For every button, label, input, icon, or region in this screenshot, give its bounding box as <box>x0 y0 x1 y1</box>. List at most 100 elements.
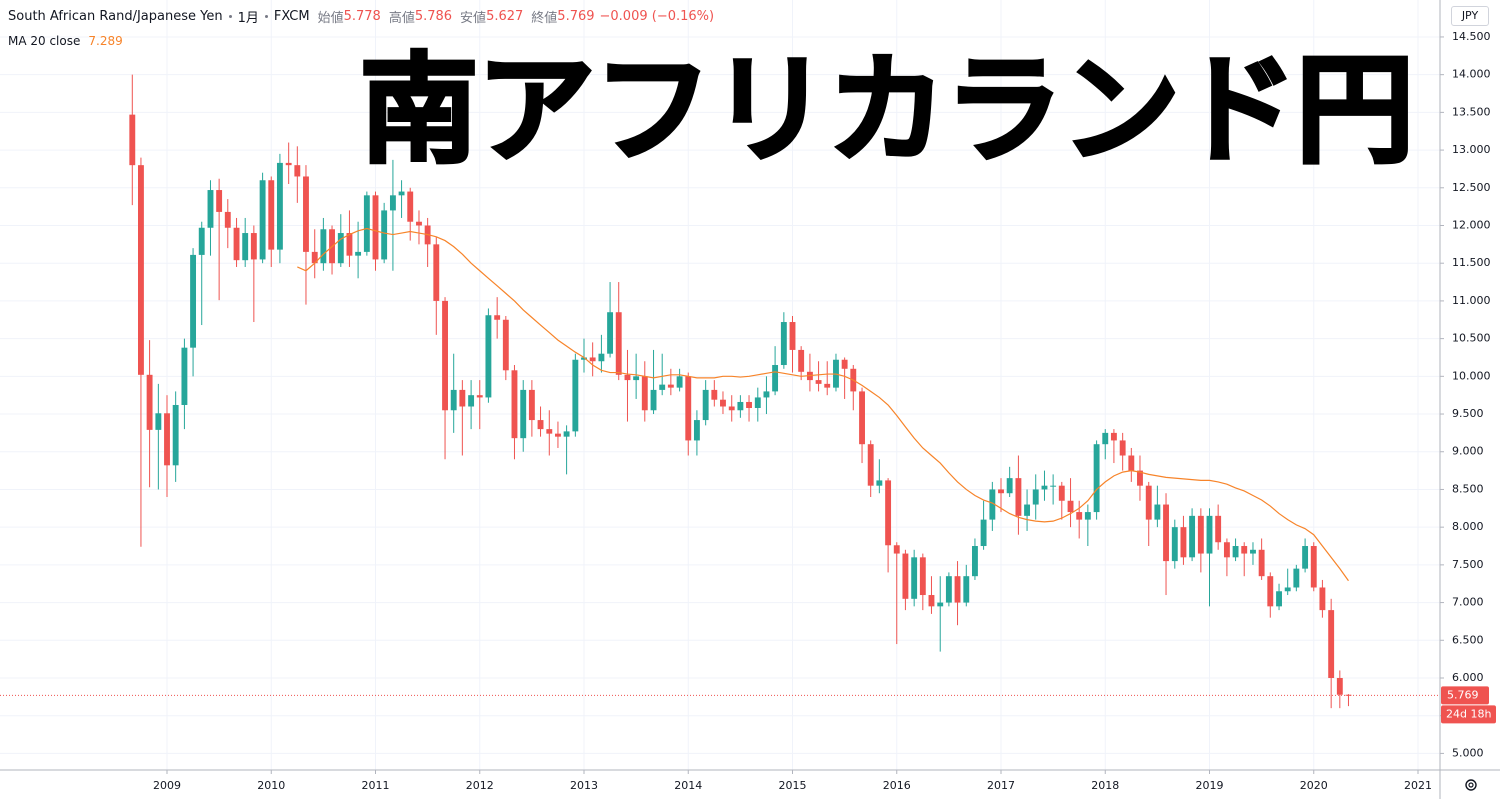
candle-body <box>972 546 978 577</box>
candle-body <box>728 406 735 411</box>
candle-body <box>398 191 405 196</box>
candle-body <box>363 195 370 252</box>
candle-body <box>581 357 587 360</box>
candle-body <box>754 397 761 409</box>
y-tick-label: 11.000 <box>1452 294 1491 307</box>
candle-body <box>416 221 422 226</box>
x-tick-label: 2015 <box>779 779 807 792</box>
overlay-title: 南アフリカランド円 <box>358 39 1416 181</box>
candle-body <box>589 357 596 362</box>
candle-body <box>259 180 266 260</box>
candle-body <box>1241 546 1248 554</box>
x-tick-label: 2010 <box>257 779 285 792</box>
candle-body <box>928 595 935 607</box>
candle-body <box>798 349 805 372</box>
gear-ring[interactable] <box>1465 779 1477 791</box>
candle-body <box>1180 527 1187 558</box>
x-tick-label: 2009 <box>153 779 181 792</box>
candle-body <box>320 229 327 264</box>
candle-body <box>1041 485 1048 490</box>
candle-body <box>1302 546 1309 569</box>
candle-body <box>1006 478 1013 494</box>
candle-body <box>511 370 518 439</box>
candle-body <box>216 190 223 212</box>
candle-body <box>659 384 666 390</box>
candle-body <box>1119 440 1126 456</box>
candle-body <box>528 389 535 421</box>
gear-hub[interactable] <box>1468 782 1474 788</box>
candle-body <box>520 389 527 439</box>
open-value: 5.778 <box>343 9 381 24</box>
y-tick-label: 14.500 <box>1452 30 1491 43</box>
settings-icon[interactable] <box>1465 779 1477 791</box>
ma-legend[interactable]: MA 20 close 7.289 <box>8 34 123 48</box>
candle-body <box>537 420 544 430</box>
candle-body <box>268 180 275 250</box>
candle-body <box>772 365 779 392</box>
interval[interactable]: 1月 <box>237 11 259 26</box>
candle-body <box>624 374 631 381</box>
candle-body <box>937 602 944 607</box>
candle-body <box>459 389 466 407</box>
candle-body <box>763 391 770 398</box>
candle-body <box>242 233 249 261</box>
candle-body <box>902 553 909 599</box>
y-tick-label: 6.000 <box>1452 671 1484 684</box>
ma-line <box>297 227 1349 582</box>
candle-body <box>138 165 144 375</box>
candle-body <box>355 251 362 256</box>
candle-body <box>876 480 883 486</box>
candle-body <box>1328 610 1335 678</box>
candle-body <box>198 227 205 255</box>
candle-body <box>1284 587 1291 592</box>
candle-body <box>181 347 188 405</box>
y-tick-label: 10.500 <box>1452 332 1491 345</box>
candle-body <box>780 322 787 366</box>
candle-body <box>702 389 709 421</box>
candle-body <box>607 312 614 354</box>
low-label: 安値 <box>460 11 487 26</box>
low-value: 5.627 <box>486 9 524 24</box>
y-tick-label: 9.500 <box>1452 407 1484 420</box>
candle-body <box>859 391 865 445</box>
y-tick-label: 9.000 <box>1452 445 1484 458</box>
x-tick-label: 2011 <box>362 779 390 792</box>
candle-body <box>563 431 570 437</box>
y-tick-label: 14.000 <box>1452 68 1491 81</box>
candle-body <box>1032 489 1039 505</box>
candle-body <box>276 162 283 250</box>
candle-body <box>155 413 162 430</box>
candle-body <box>442 300 448 411</box>
currency-button[interactable]: JPY <box>1451 6 1489 26</box>
high-label: 高値 <box>388 11 415 26</box>
candle-body <box>468 395 475 407</box>
candle-body <box>667 384 674 388</box>
x-tick-label: 2017 <box>987 779 1015 792</box>
candle-body <box>1163 504 1169 562</box>
countdown-bg <box>1441 705 1496 724</box>
candle-body <box>1102 432 1109 445</box>
candle-body <box>885 480 892 546</box>
candle-body <box>1267 576 1274 607</box>
candle-body <box>494 315 501 320</box>
candle-body <box>1084 512 1091 520</box>
candle-body <box>572 359 579 432</box>
candle-body <box>285 162 292 166</box>
candle-body <box>841 359 848 369</box>
candle-body <box>720 399 726 407</box>
ma-value: 7.289 <box>88 34 123 48</box>
candle-body <box>1223 542 1230 558</box>
y-tick-label: 5.000 <box>1452 746 1484 759</box>
x-tick-label: 2016 <box>883 779 911 792</box>
candle-body <box>1171 527 1178 562</box>
candle-body <box>303 176 309 252</box>
candle-body <box>980 519 987 547</box>
candle-body <box>989 489 996 520</box>
candle-body <box>615 312 622 375</box>
candle-body <box>919 557 926 596</box>
candle-body <box>963 576 970 603</box>
candle-body <box>233 227 240 261</box>
